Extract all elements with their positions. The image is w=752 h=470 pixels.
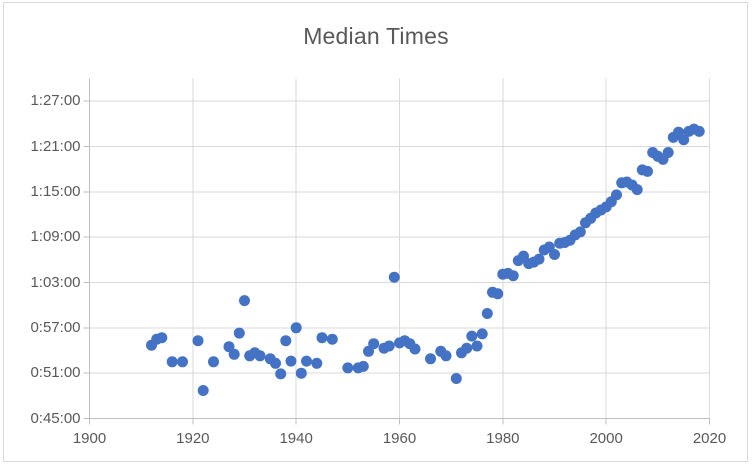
data-point (611, 189, 622, 201)
data-point (368, 338, 380, 350)
data-point (311, 357, 323, 369)
data-point (177, 356, 188, 368)
data-point (678, 134, 690, 146)
data-point (642, 165, 653, 177)
data-point (662, 147, 674, 158)
data-point (228, 348, 240, 360)
data-point (549, 249, 560, 260)
data-point (280, 335, 292, 347)
data-point (693, 125, 705, 137)
data-point (166, 356, 178, 368)
data-point (481, 308, 493, 319)
x-axis-tick-label: 2000 (589, 430, 623, 447)
data-point (466, 330, 478, 342)
data-point (192, 335, 204, 347)
data-point (476, 328, 488, 340)
data-point (285, 355, 297, 367)
data-point (270, 357, 281, 369)
data-point (450, 373, 462, 384)
data-point (290, 322, 302, 334)
y-axis-tick-label: 1:09:00 (30, 228, 81, 246)
x-axis-tick-label: 1980 (486, 430, 520, 447)
y-axis-tick-label: 1:27:00 (30, 92, 81, 110)
data-point (301, 355, 312, 367)
x-axis-tick-label: 1900 (72, 430, 107, 447)
data-point (197, 385, 209, 396)
x-axis-tick-label: 2020 (692, 430, 727, 447)
data-point (574, 226, 586, 238)
y-axis-tick-label: 0:51:00 (30, 364, 81, 382)
data-point (492, 288, 504, 300)
data-point (233, 327, 245, 339)
data-point (383, 340, 395, 352)
y-axis-tick-label: 1:21:00 (30, 137, 81, 155)
data-point (316, 332, 328, 344)
data-point (631, 184, 643, 196)
data-point (388, 271, 400, 283)
data-point (208, 356, 219, 368)
y-axis-tick-label: 0:57:00 (30, 318, 81, 336)
data-point (239, 295, 250, 307)
data-point (254, 350, 266, 362)
data-point (156, 332, 168, 344)
x-axis-tick-label: 1960 (382, 430, 417, 447)
data-point (471, 340, 483, 352)
x-axis-tick-label: 1920 (176, 430, 210, 447)
x-axis-tick-label: 1940 (279, 430, 313, 447)
data-point (342, 362, 354, 374)
data-point (409, 343, 421, 355)
data-point (326, 333, 338, 345)
chart-title: Median Times (303, 23, 449, 49)
data-point (425, 353, 436, 365)
data-point (533, 253, 545, 265)
y-axis-tick-label: 0:45:00 (30, 409, 81, 427)
data-point (440, 350, 452, 362)
data-point (357, 360, 369, 372)
y-axis-tick-label: 1:03:00 (30, 273, 81, 291)
data-point (507, 270, 519, 282)
data-point (275, 368, 287, 380)
y-axis-tick-label: 1:15:00 (30, 182, 81, 200)
data-point (295, 367, 307, 379)
data-point (461, 342, 473, 354)
